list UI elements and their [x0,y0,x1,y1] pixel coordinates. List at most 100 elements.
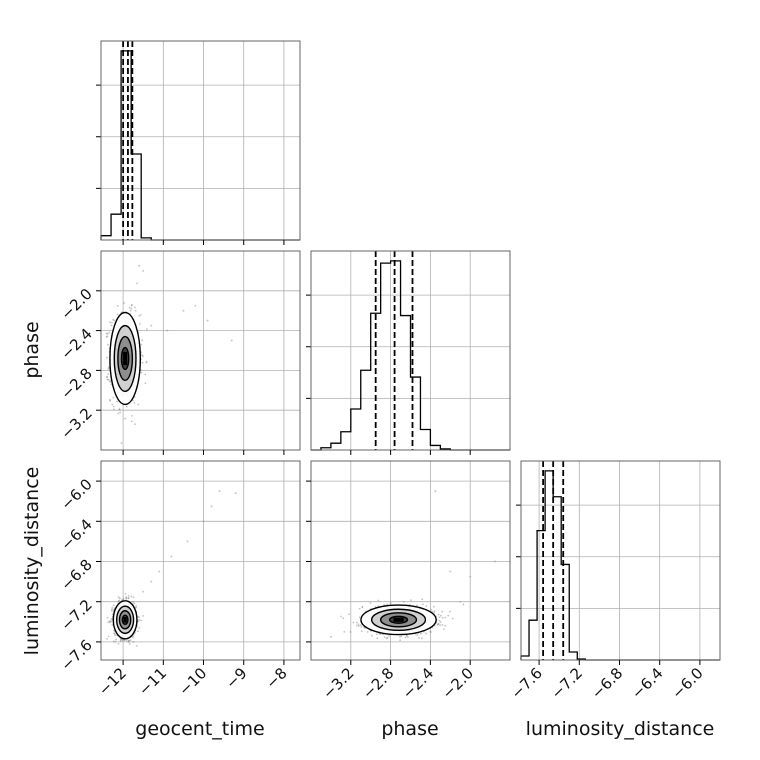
scatter-point [138,314,141,317]
scatter-point [379,633,382,636]
scatter-point [110,608,113,611]
scatter-point [113,633,116,635]
scatter-point [120,442,123,444]
scatter-point [130,415,133,417]
scatter-point [422,603,424,606]
scatter-point [447,614,450,617]
scatter-point [111,623,114,626]
scatter-point [400,635,403,638]
scatter-point [170,555,173,558]
x-tick-label: −2.8 [359,664,397,702]
scatter-point [125,639,128,642]
scatter-point [441,616,444,619]
scatter-point [121,640,124,642]
scatter-point [359,624,362,626]
scatter-point [438,616,441,619]
scatter-point [441,623,444,626]
scatter-point [416,634,419,636]
scatter-point [109,398,111,401]
scatter-point [129,639,132,642]
scatter-point [127,594,130,597]
panel-background [101,41,300,240]
x-tick-label: −6.4 [628,664,666,702]
scatter-point [399,639,402,642]
scatter-point [111,403,114,406]
scatter-point [358,607,361,610]
scatter-point [123,639,126,642]
scatter-point [441,610,444,613]
scatter-point [230,339,233,342]
scatter-point [429,630,432,633]
scatter-point [218,490,221,493]
scatter-point [118,408,121,411]
scatter-point [421,598,424,601]
scatter-point [420,632,422,635]
panel-border [100,40,301,241]
scatter-point [438,619,441,622]
scatter-point [132,641,135,643]
scatter-point [118,597,121,600]
scatter-point [343,630,346,633]
scatter-point [112,640,115,643]
scatter-point [135,606,137,609]
y-tick-label: −3.2 [57,404,95,442]
scatter-point [124,417,127,420]
x-axis-label-luminosity-distance: luminosity_distance [526,718,715,740]
scatter-point [439,614,442,617]
scatter-point [386,636,389,639]
panel-hist-geocent_time [96,40,301,241]
scatter-point [107,366,110,368]
scatter-point [140,369,142,371]
scatter-point [110,620,113,623]
scatter-point [449,610,451,613]
scatter-point [140,371,143,374]
scatter-point [118,408,121,411]
scatter-point [137,403,140,406]
panel-border [520,460,721,661]
x-tick-label: −12 [95,664,130,699]
panel-border [100,250,301,451]
scatter-point [404,636,407,639]
scatter-point [402,600,405,603]
scatter-point [107,635,110,638]
scatter-point [120,638,122,641]
scatter-point [112,604,115,607]
scatter-point [139,322,141,325]
panel-scatter-geocent_time-vs-luminosity_distance [100,460,301,661]
scatter-point [386,603,389,606]
scatter-point [375,633,378,636]
scatter-point [141,339,144,342]
scatter-point [106,376,108,379]
corner-plot-panels: −12 −11 −10 −9 −8 −3.2 −2.8 −2.4 −2.0 −7.6 −7.2 −6.… [57,40,721,703]
y-axis-label-luminosity-distance: luminosity_distance [21,467,43,656]
x-tick-label: −10 [175,664,210,699]
scatter-point [109,321,111,324]
scatter-point [383,636,386,639]
scatter-point [145,328,148,331]
scatter-point [136,282,138,285]
scatter-point [451,617,454,620]
x-tick-label: −2.4 [399,664,437,702]
scatter-point [133,401,136,404]
x-tick-label: −2.0 [439,664,477,702]
scatter-point [140,354,143,356]
scatter-point [138,264,141,267]
scatter-point [137,615,139,618]
scatter-point [130,303,133,306]
scatter-point [420,637,423,640]
scatter-point [128,306,131,309]
scatter-point [425,605,428,608]
scatter-point [436,623,439,626]
scatter-point [125,405,128,408]
scatter-point [132,600,135,603]
scatter-point [142,269,145,272]
scatter-point [124,592,127,595]
scatter-point [117,412,120,415]
scatter-point [134,423,136,426]
x-tick-label: −6.8 [588,664,626,702]
scatter-point [439,624,442,627]
scatter-point [128,643,131,645]
scatter-point [443,628,445,631]
scatter-point [399,635,401,638]
y-tick-label: −6.4 [57,515,95,553]
